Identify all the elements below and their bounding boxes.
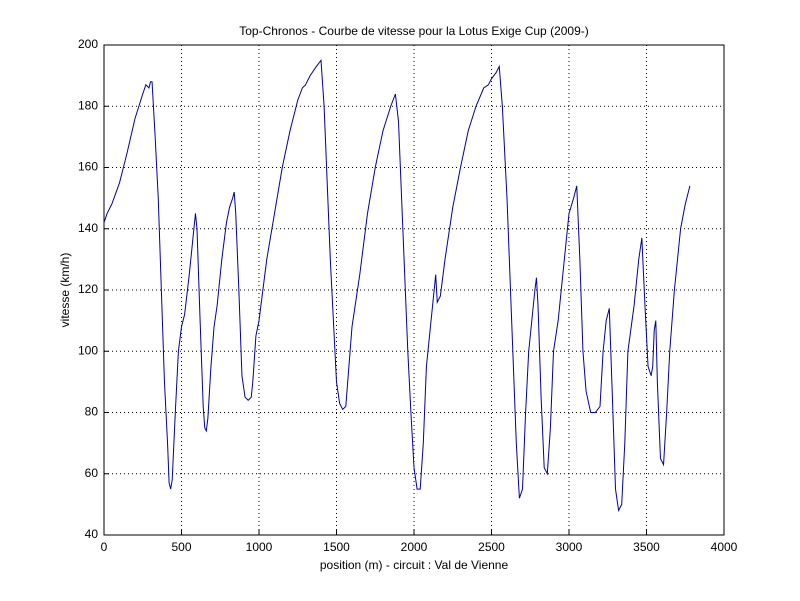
- y-tick-label: 120: [78, 282, 98, 296]
- x-tick-label: 2500: [478, 540, 505, 554]
- y-tick-label: 40: [85, 527, 99, 541]
- y-tick-label: 100: [78, 343, 98, 357]
- y-tick-label: 140: [78, 221, 98, 235]
- x-axis-label: position (m) - circuit : Val de Vienne: [320, 558, 509, 572]
- x-tick-label: 500: [171, 540, 191, 554]
- y-tick-label: 160: [78, 160, 98, 174]
- chart-title: Top-Chronos - Courbe de vitesse pour la …: [239, 24, 589, 38]
- x-tick-label: 3000: [556, 540, 583, 554]
- y-tick-label: 60: [85, 466, 99, 480]
- y-tick-label: 80: [85, 405, 99, 419]
- x-tick-label: 4000: [711, 540, 738, 554]
- x-tick-label: 0: [101, 540, 108, 554]
- x-tick-label: 1500: [323, 540, 350, 554]
- y-tick-label: 180: [78, 98, 98, 112]
- x-tick-label: 3500: [633, 540, 660, 554]
- y-tick-label: 200: [78, 37, 98, 51]
- y-axis-label: vitesse (km/h): [58, 253, 72, 328]
- speed-line: [103, 58, 691, 513]
- x-tick-label: 2000: [401, 540, 428, 554]
- x-tick-label: 1000: [246, 540, 273, 554]
